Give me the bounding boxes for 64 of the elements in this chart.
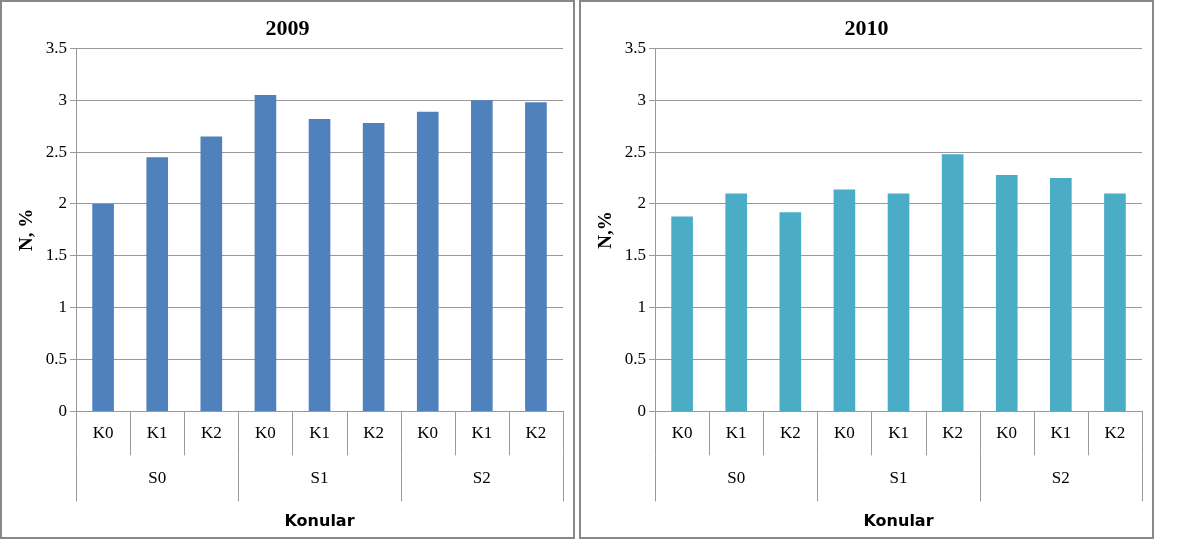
y-tick-label: 1 [58, 297, 68, 317]
bar [200, 136, 223, 411]
bar [146, 157, 169, 411]
text: S0 [148, 467, 167, 487]
x-tick-label: K2 [779, 423, 801, 443]
text: S1 [889, 467, 908, 487]
x-tick-label: K1 [146, 423, 168, 443]
y-tick-label: 1.5 [45, 245, 68, 265]
x-tick-label: K2 [200, 423, 222, 443]
bar [1104, 193, 1126, 411]
y-tick-label: 3.5 [45, 37, 68, 57]
bar [887, 193, 910, 411]
x-tick-label: K0 [996, 423, 1018, 443]
text: S2 [1051, 467, 1070, 487]
y-tick-label: 3 [58, 89, 68, 109]
y-axis-title: N, % [15, 208, 37, 252]
x-tick-label: K1 [725, 423, 747, 443]
bar [362, 123, 385, 411]
y-tick-label: 2 [58, 193, 68, 213]
x-tick-label: K0 [92, 423, 114, 443]
bar [471, 100, 493, 411]
x-tick-label: K0 [671, 423, 693, 443]
chart-title: 2009 [265, 14, 310, 40]
chart-title: 2010 [844, 14, 889, 40]
y-tick-label: 3 [637, 89, 647, 109]
x-tick-label: K2 [363, 423, 385, 443]
y-tick-label: 1 [637, 297, 647, 317]
bar [254, 95, 277, 411]
x-tick-label: K1 [1050, 423, 1072, 443]
y-tick-label: 0 [637, 400, 647, 420]
bar [833, 189, 856, 411]
y-tick-label: 2.5 [624, 141, 647, 161]
bar [941, 154, 964, 411]
y-tick-label: 2 [637, 193, 647, 213]
text: S2 [472, 467, 491, 487]
x-tick-label: K1 [471, 423, 493, 443]
x-tick-label: K1 [888, 423, 909, 443]
x-tick-label: K2 [525, 423, 547, 443]
bar [92, 203, 114, 411]
text: S0 [727, 467, 746, 487]
bar [671, 216, 693, 411]
bar [416, 111, 439, 411]
text: S1 [310, 467, 329, 487]
y-tick-label: 0 [58, 400, 68, 420]
y-tick-label: 0.5 [45, 349, 68, 369]
x-tick-label: K0 [255, 423, 276, 443]
bar [995, 174, 1018, 411]
x-tick-label: K0 [417, 423, 439, 443]
y-tick-label: 2.5 [45, 141, 68, 161]
bar [525, 102, 547, 411]
y-tick-label: 1.5 [624, 245, 647, 265]
y-tick-label: 0.5 [624, 349, 647, 369]
y-tick-label: 3.5 [624, 37, 647, 57]
bar [308, 118, 331, 411]
bar [1050, 178, 1072, 411]
x-axis-title: Konular [863, 510, 934, 530]
bar [779, 212, 802, 411]
x-tick-label: K1 [309, 423, 330, 443]
y-axis-title: N,% [594, 211, 616, 249]
x-tick-label: K2 [1104, 423, 1126, 443]
x-axis-title: Konular [284, 510, 355, 530]
bar [725, 193, 748, 411]
x-tick-label: K0 [834, 423, 855, 443]
x-tick-label: K2 [942, 423, 964, 443]
